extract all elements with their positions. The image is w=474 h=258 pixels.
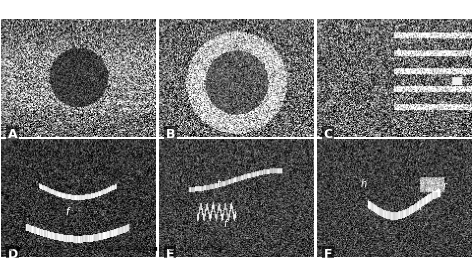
Text: D: D xyxy=(8,248,18,258)
Text: F: F xyxy=(324,248,332,258)
Text: A: A xyxy=(8,128,17,141)
Text: f: f xyxy=(65,207,68,217)
Text: f: f xyxy=(223,219,226,229)
Text: t: t xyxy=(217,179,220,189)
Text: u: u xyxy=(415,203,421,213)
Text: h: h xyxy=(361,179,367,189)
Text: r: r xyxy=(443,181,447,191)
Text: B: B xyxy=(165,128,175,141)
Text: E: E xyxy=(165,248,174,258)
Text: C: C xyxy=(324,128,333,141)
Text: Fig.  ■  (A) C...   (B)...                    b...h...   (B)...b...h...b...h... : Fig. ■ (A) C... (B)... b...h... (B)...b.… xyxy=(5,246,227,252)
